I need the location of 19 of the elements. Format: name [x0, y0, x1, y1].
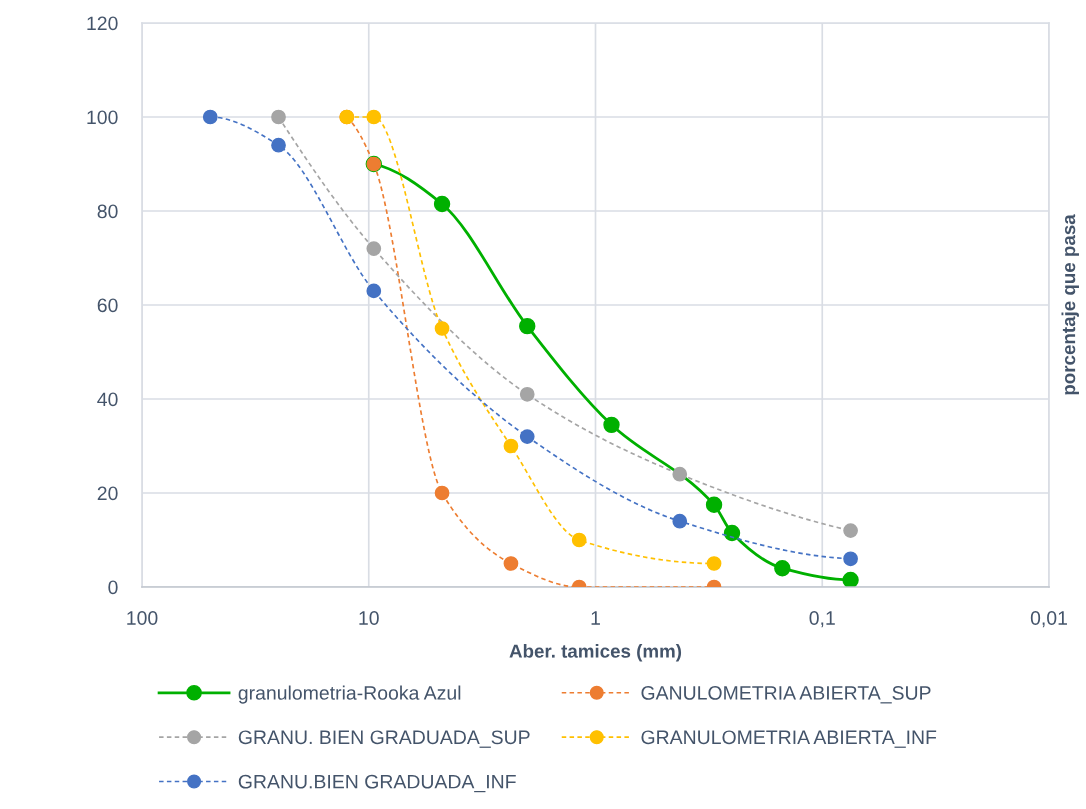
y-tick-label: 80	[97, 204, 118, 219]
legend-label: GRANU.BIEN GRADUADA_INF	[238, 774, 516, 793]
x-tick-label: 10	[359, 611, 379, 625]
legend-label: GRANULOMETRIA ABIERTA_INF	[641, 730, 937, 748]
y-tick-label: 120	[87, 16, 118, 31]
y-tick-label: 40	[97, 392, 118, 407]
x-tick-label: 0,1	[809, 611, 835, 628]
x-tick-label: 100	[127, 611, 158, 625]
y-axis-title: porcentaje que pasa	[1061, 214, 1079, 395]
y-tick-label: 0	[108, 580, 118, 595]
y-tick-label: 60	[97, 298, 118, 313]
x-axis-title: Aber. tamices (mm)	[509, 644, 682, 662]
y-tick-label: 20	[97, 486, 118, 501]
legend-label: granulometria-Rooka Azul	[238, 685, 461, 704]
legend-label: GRANU. BIEN GRADUADA_SUP	[238, 730, 530, 748]
y-tick-label: 100	[87, 110, 118, 125]
legend-label: GANULOMETRIA ABIERTA_SUP	[641, 686, 931, 704]
x-tick-label: 0,01	[1030, 611, 1067, 628]
x-tick-label: 1	[591, 611, 600, 625]
